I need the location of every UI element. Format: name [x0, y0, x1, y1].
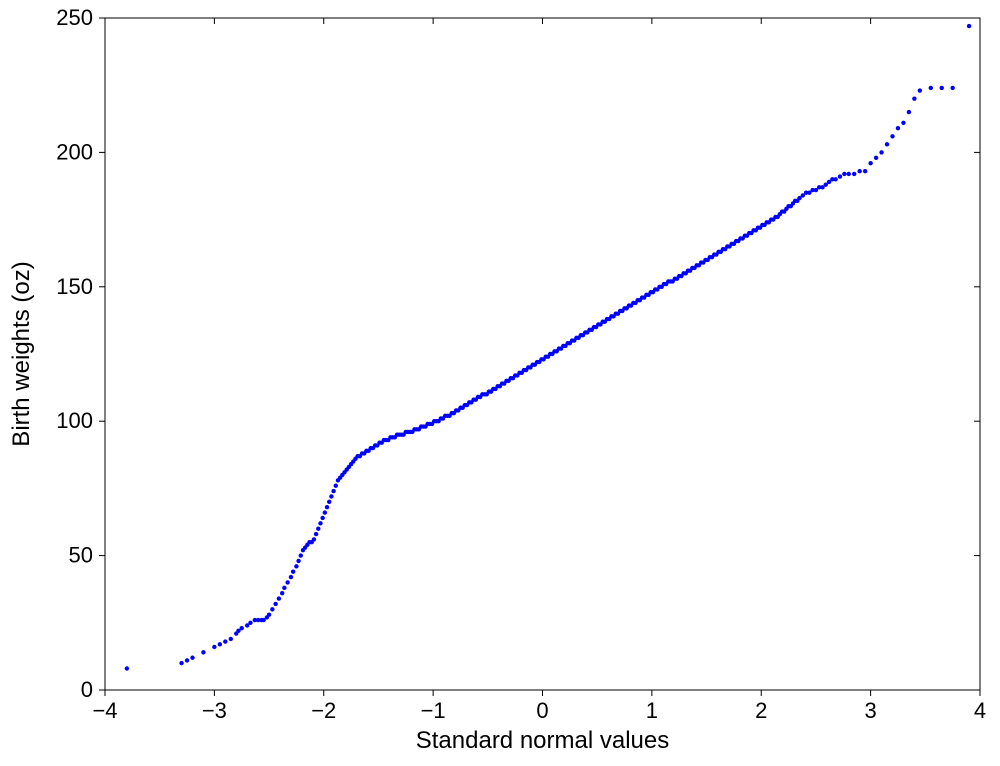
plot-border [105, 18, 980, 690]
data-point [318, 521, 322, 525]
data-point [248, 621, 252, 625]
data-point [240, 626, 244, 630]
data-point [918, 88, 922, 92]
data-point [285, 580, 289, 584]
data-point [334, 484, 338, 488]
data-point [857, 169, 861, 173]
x-tick-label: −2 [311, 698, 336, 723]
data-point [940, 86, 944, 90]
x-tick-label: −4 [92, 698, 117, 723]
data-point [863, 169, 867, 173]
data-point [879, 150, 883, 154]
x-tick-label: 1 [646, 698, 658, 723]
data-point [277, 596, 281, 600]
data-point [885, 142, 889, 146]
data-point [312, 537, 316, 541]
data-point [327, 500, 331, 504]
y-axis-label: Birth weights (oz) [8, 261, 35, 446]
x-tick-label: −1 [421, 698, 446, 723]
data-point [267, 613, 271, 617]
data-point [273, 602, 277, 606]
data-point [190, 656, 194, 660]
data-point [868, 161, 872, 165]
data-point [125, 666, 129, 670]
data-point [967, 24, 971, 28]
data-point [179, 661, 183, 665]
data-point [929, 86, 933, 90]
data-point [289, 575, 293, 579]
y-tick-label: 200 [56, 139, 93, 164]
data-point [296, 559, 300, 563]
y-tick-label: 50 [69, 543, 93, 568]
y-tick-label: 0 [81, 677, 93, 702]
data-point [316, 527, 320, 531]
data-point [907, 110, 911, 114]
data-point [331, 489, 335, 493]
data-point [320, 516, 324, 520]
qq-plot-chart: −4 −3 −2 −1 0 1 2 3 4 0 50 100 150 200 250 Standard nor… [0, 0, 1000, 766]
data-point [852, 172, 856, 176]
data-point [325, 505, 329, 509]
data-point [896, 126, 900, 130]
data-point [223, 639, 227, 643]
data-point [833, 177, 837, 181]
data-point [838, 174, 842, 178]
data-point [229, 637, 233, 641]
data-point [294, 564, 298, 568]
data-point [842, 172, 846, 176]
data-point [270, 607, 274, 611]
chart-svg: −4 −3 −2 −1 0 1 2 3 4 0 50 100 150 200 250 Standard nor… [0, 0, 1000, 766]
scatter-series [125, 24, 972, 671]
data-point [212, 645, 216, 649]
y-tick-label: 250 [56, 5, 93, 30]
data-point [291, 570, 295, 574]
data-point [185, 658, 189, 662]
data-point [912, 96, 916, 100]
data-point [901, 121, 905, 125]
data-point [218, 642, 222, 646]
x-tick-label: −3 [202, 698, 227, 723]
x-tick-label: 3 [865, 698, 877, 723]
data-point [280, 591, 284, 595]
data-point [282, 586, 286, 590]
x-tick-label: 2 [755, 698, 767, 723]
x-tick-label: 0 [536, 698, 548, 723]
data-point [299, 553, 303, 557]
y-tick-label: 100 [56, 408, 93, 433]
data-point [314, 532, 318, 536]
data-point [323, 510, 327, 514]
data-point [874, 156, 878, 160]
x-tick-label: 4 [974, 698, 986, 723]
data-point [890, 134, 894, 138]
data-point [847, 172, 851, 176]
data-point [329, 494, 333, 498]
data-point [201, 650, 205, 654]
x-axis-label: Standard normal values [416, 727, 669, 754]
data-point [950, 86, 954, 90]
y-tick-label: 150 [56, 274, 93, 299]
